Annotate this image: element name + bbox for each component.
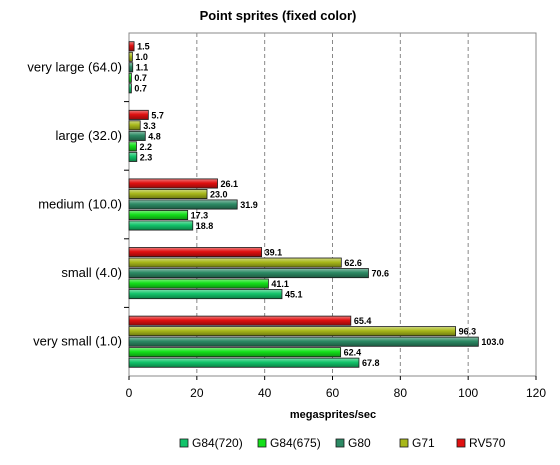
data-label: 4.8 [148,131,161,141]
category-label: very large (64.0) [27,59,122,74]
data-label: 70.6 [371,269,389,279]
data-label: 103.0 [481,337,504,347]
category-label: small (4.0) [61,265,122,280]
bar [128,247,263,258]
category-label: very small (1.0) [33,334,122,349]
x-tick-label: 40 [258,386,272,400]
data-label: 0.7 [134,84,147,94]
bar [128,315,352,326]
data-label: 2.2 [139,142,152,152]
chart-title: Point sprites (fixed color) [200,8,357,23]
bar [128,278,269,289]
bar [128,257,342,268]
bar [128,199,238,210]
bar [128,357,360,368]
data-label: 1.1 [136,63,149,73]
legend: G84(720) G84(675) G80 G71 RV570 [179,436,506,450]
bar [128,83,132,94]
x-tick-label: 80 [394,386,408,400]
bar [128,178,218,189]
bar [128,268,369,279]
bar [128,41,135,52]
legend-swatch [335,438,345,448]
x-tick-label: 60 [326,386,340,400]
bar [128,51,133,62]
bar [128,62,134,73]
legend-label: G84(675) [270,436,321,450]
legend-label: G80 [348,436,371,450]
data-label: 62.6 [344,258,362,268]
data-label: 45.1 [285,290,303,300]
legend-label: RV570 [469,436,506,450]
bar [128,151,138,162]
x-tick-label: 100 [458,386,478,400]
x-tick-label: 20 [190,386,204,400]
data-label: 96.3 [459,327,477,337]
data-label: 17.3 [191,210,209,220]
data-label: 18.8 [196,221,214,231]
data-label: 5.7 [151,110,164,120]
legend-swatch [399,438,409,448]
data-label: 1.0 [135,52,148,62]
bar [128,130,146,141]
legend-swatch [257,438,267,448]
legend-swatch [456,438,466,448]
data-label: 39.1 [265,248,283,258]
data-label: 41.1 [271,279,289,289]
x-tick-label: 0 [126,386,133,400]
category-label: medium (10.0) [38,197,122,212]
x-axis-label: megasprites/sec [290,409,376,421]
bar [128,220,194,231]
data-label: 2.3 [140,152,153,162]
x-tick-label: 120 [526,386,546,400]
bar [128,326,457,337]
bar [128,120,141,131]
bar [128,109,149,120]
category-label: large (32.0) [56,128,122,143]
legend-label: G84(720) [192,436,243,450]
data-label: 65.4 [354,316,372,326]
data-label: 31.9 [240,200,258,210]
bar [128,72,132,83]
bar [128,347,342,358]
data-label: 23.0 [210,189,228,199]
bar [128,188,208,199]
legend-label: G71 [412,436,435,450]
bar [128,289,283,300]
data-label: 67.8 [362,358,380,368]
bar [128,209,189,220]
data-label: 62.4 [344,348,362,358]
data-label: 1.5 [137,42,150,52]
bar [128,141,137,152]
data-label: 26.1 [221,179,239,189]
data-label: 0.7 [134,73,147,83]
legend-swatch [179,438,189,448]
bar [128,336,479,347]
plot-area: very large (64.0) large (32.0) medium (10.… [27,32,546,400]
data-label: 3.3 [143,121,156,131]
